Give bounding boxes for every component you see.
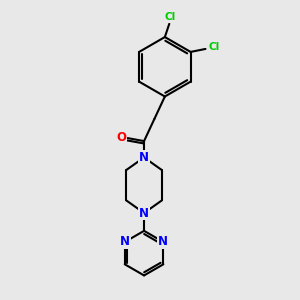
Text: N: N: [120, 236, 130, 248]
Text: Cl: Cl: [164, 12, 175, 22]
Text: N: N: [139, 206, 149, 220]
Text: O: O: [116, 131, 126, 144]
Text: Cl: Cl: [208, 43, 219, 52]
Text: N: N: [139, 151, 149, 164]
Text: N: N: [158, 236, 168, 248]
